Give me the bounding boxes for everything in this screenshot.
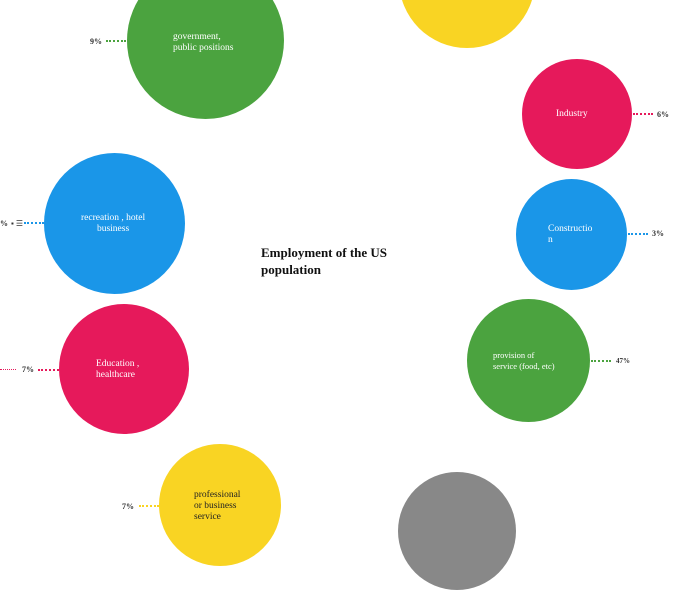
education-connector <box>38 369 59 371</box>
industry-label: Industry <box>556 109 588 119</box>
construction-connector <box>628 233 648 235</box>
education-circle[interactable]: Education , healthcare <box>59 304 189 434</box>
industry-percent: 6% <box>657 110 669 119</box>
recreation-percent: % <box>0 219 8 228</box>
government-circle[interactable]: government, public positions <box>127 0 284 119</box>
government-connector <box>106 40 126 42</box>
education-left-connector <box>0 369 16 370</box>
provision-percent: 47% <box>616 357 630 365</box>
professional-percent: 7% <box>122 502 134 511</box>
list-icon: ▪ ☰ <box>11 219 24 228</box>
professional-connector <box>139 505 159 507</box>
yellow-circle-top[interactable] <box>399 0 535 48</box>
recreation-label: recreation , hotel business <box>81 213 146 234</box>
professional-circle[interactable]: professional or business service <box>159 444 281 566</box>
recreation-connector <box>24 222 44 224</box>
industry-connector <box>633 113 653 115</box>
industry-circle[interactable]: Industry <box>522 59 632 169</box>
provision-connector <box>591 360 611 362</box>
government-percent: 9% <box>90 37 102 46</box>
gray-circle-bottom[interactable] <box>398 472 516 590</box>
diagram-title: Employment of the US population <box>261 245 388 277</box>
government-label: government, public positions <box>173 32 234 53</box>
construction-circle[interactable]: Constructio n <box>516 179 627 290</box>
construction-percent: 3% <box>652 229 664 238</box>
construction-label: Constructio n <box>548 224 593 245</box>
education-percent: 7% <box>22 365 34 374</box>
education-label: Education , healthcare <box>96 359 140 380</box>
recreation-circle[interactable]: recreation , hotel business <box>44 153 185 294</box>
provision-circle[interactable]: provision of service (food, etc) <box>467 299 590 422</box>
provision-label: provision of service (food, etc) <box>493 350 555 371</box>
professional-label: professional or business service <box>194 490 241 522</box>
